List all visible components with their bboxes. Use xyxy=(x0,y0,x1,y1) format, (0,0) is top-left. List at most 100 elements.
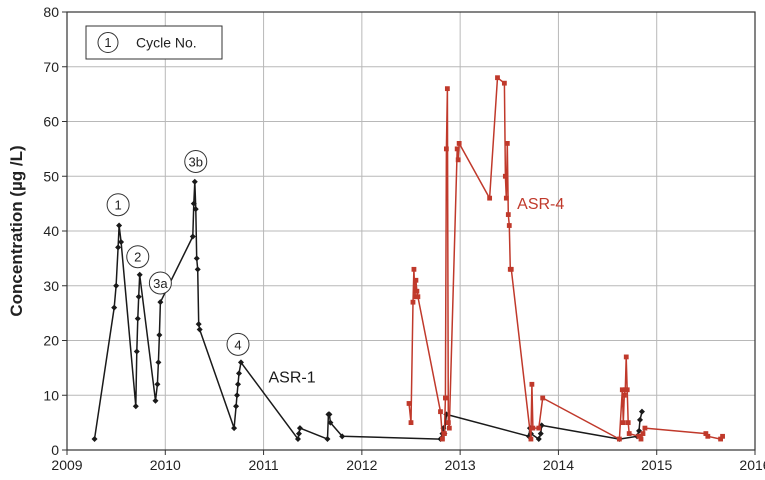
data-point xyxy=(508,266,514,272)
data-point xyxy=(637,416,644,423)
series-line-asr-1 xyxy=(93,180,643,440)
cycle-annotation: 1 xyxy=(106,193,130,217)
data-point xyxy=(192,206,199,213)
data-point xyxy=(116,222,123,229)
data-point xyxy=(442,431,447,436)
data-point xyxy=(412,294,418,300)
data-point xyxy=(443,146,449,152)
data-point xyxy=(410,299,416,305)
data-point xyxy=(626,431,632,436)
data-point xyxy=(414,288,420,294)
y-tick-label: 40 xyxy=(43,223,59,239)
data-point xyxy=(327,419,334,426)
legend-text: Cycle No. xyxy=(136,35,197,51)
data-point xyxy=(454,146,460,152)
data-point xyxy=(133,348,140,355)
y-tick-label: 0 xyxy=(51,442,59,458)
data-point xyxy=(135,293,142,300)
data-point xyxy=(115,244,122,251)
data-point xyxy=(504,141,510,146)
data-point xyxy=(505,212,511,217)
cycle-annotation: 3a xyxy=(148,271,172,295)
x-tick-label: 2015 xyxy=(641,457,672,473)
data-point xyxy=(455,157,461,163)
data-point xyxy=(443,395,448,401)
cycle-annotation-circle xyxy=(226,332,250,356)
data-point xyxy=(294,436,301,443)
series-labels: ASR-1 ASR-4 xyxy=(268,196,564,387)
data-point xyxy=(530,425,536,431)
cycle-annotation-label: 1 xyxy=(114,198,121,213)
series-label: ASR-1 xyxy=(268,370,315,387)
data-point xyxy=(495,75,500,81)
data-point xyxy=(339,433,346,440)
data-point xyxy=(535,436,542,443)
x-axis-ticks: 2009 2010 2011 2012 2013 2014 2015 2016 xyxy=(51,450,765,473)
data-point xyxy=(152,397,159,404)
y-tick-label: 70 xyxy=(43,59,59,75)
data-point xyxy=(703,431,709,436)
data-point xyxy=(231,425,238,432)
data-point xyxy=(720,433,725,439)
cycle-annotation-circle xyxy=(184,149,208,173)
data-point xyxy=(408,420,414,426)
data-point xyxy=(415,294,421,300)
data-point xyxy=(118,238,125,245)
x-tick-label: 2012 xyxy=(346,457,377,473)
data-point xyxy=(501,80,507,86)
data-point xyxy=(624,387,630,393)
y-axis-title: Concentration (µg /L) xyxy=(7,145,26,316)
cycle-annotation-label: 3a xyxy=(153,276,168,291)
data-point xyxy=(154,381,161,388)
data-point xyxy=(503,195,509,201)
data-point xyxy=(625,420,631,426)
data-point xyxy=(638,408,645,415)
data-point xyxy=(235,381,242,388)
x-tick-label: 2016 xyxy=(739,457,765,473)
data-point xyxy=(616,436,622,442)
data-point xyxy=(623,354,629,360)
data-point xyxy=(413,277,419,283)
y-tick-label: 80 xyxy=(43,4,59,20)
cycle-annotation-circle xyxy=(106,193,130,217)
data-point xyxy=(406,401,412,406)
x-tick-label: 2013 xyxy=(445,457,476,473)
legend-symbol-circle xyxy=(97,32,119,53)
legend: 1 Cycle No. xyxy=(85,25,223,60)
data-point xyxy=(113,282,120,289)
x-tick-label: 2014 xyxy=(543,457,574,473)
data-point xyxy=(640,431,646,436)
data-point xyxy=(540,395,546,401)
data-point xyxy=(444,86,450,92)
data-point xyxy=(237,359,244,366)
data-point xyxy=(537,430,544,437)
data-point xyxy=(156,332,163,339)
data-point xyxy=(111,304,118,311)
data-point xyxy=(438,409,443,415)
data-point xyxy=(193,255,200,262)
data-point xyxy=(636,433,642,439)
data-point xyxy=(134,315,141,322)
y-tick-label: 30 xyxy=(43,278,59,294)
cycle-annotation-label: 2 xyxy=(134,250,141,265)
legend-symbol-label: 1 xyxy=(104,35,111,50)
data-point xyxy=(636,427,643,434)
data-point xyxy=(194,266,201,273)
data-point xyxy=(506,223,512,228)
data-point xyxy=(718,436,723,442)
y-axis-ticks: 0 10 20 30 40 50 60 70 80 xyxy=(43,4,67,458)
data-point xyxy=(440,436,445,442)
data-point xyxy=(456,141,462,146)
x-tick-label: 2010 xyxy=(150,457,181,473)
data-point xyxy=(196,326,203,333)
data-point xyxy=(536,425,542,431)
series-layer xyxy=(91,75,725,443)
y-tick-label: 60 xyxy=(43,114,59,130)
cycle-annotation: 4 xyxy=(226,332,250,356)
series-asr-4 xyxy=(406,75,725,442)
series-label: ASR-4 xyxy=(517,196,564,213)
data-point xyxy=(642,425,648,431)
data-point xyxy=(705,433,711,439)
cycle-annotation-circle xyxy=(126,245,150,269)
